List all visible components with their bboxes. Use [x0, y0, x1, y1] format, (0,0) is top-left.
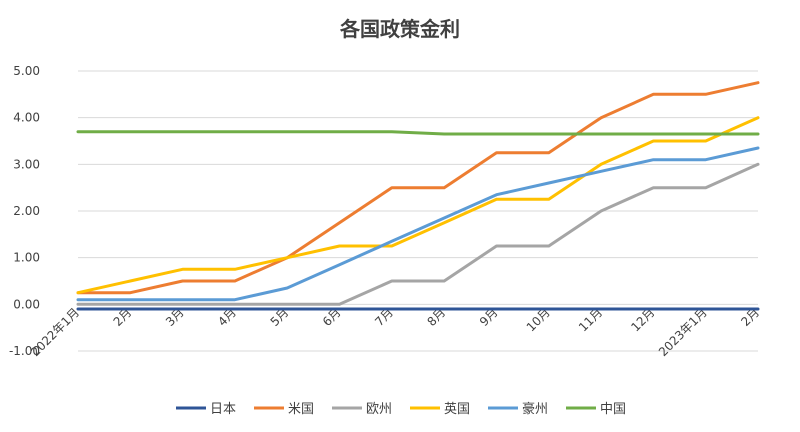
series-line-5 [76, 146, 760, 302]
legend-label: 中国 [600, 402, 626, 417]
legend-label: 英国 [444, 402, 470, 417]
y-axis-ticks: -1.00 0.00 1.00 2.00 3.00 4.00 5.00 [9, 64, 40, 358]
series-line-3 [76, 162, 760, 306]
legend-label: 豪州 [522, 401, 548, 417]
y-tick-label: 0.00 [13, 297, 40, 311]
y-tick-label: 5.00 [13, 64, 40, 78]
y-tick-label: 4.00 [13, 111, 40, 125]
legend-label: 欧州 [366, 402, 392, 417]
x-tick-label: 2022年1月 [28, 305, 82, 359]
y-tick-label: 3.00 [13, 157, 40, 171]
y-tick-label: -1.00 [9, 344, 40, 358]
legend-label: 米国 [288, 402, 314, 417]
chart-title: 各国政策金利 [339, 17, 460, 41]
series-line-2 [76, 81, 760, 295]
series-line-6 [76, 130, 760, 136]
y-tick-label: 1.00 [13, 251, 40, 265]
legend: 日本 米国 欧州 英国 豪州 中国 [176, 401, 626, 417]
series-line-4 [76, 116, 760, 295]
series-lines [76, 81, 760, 311]
y-tick-label: 2.00 [13, 204, 40, 218]
legend-label: 日本 [210, 402, 236, 417]
